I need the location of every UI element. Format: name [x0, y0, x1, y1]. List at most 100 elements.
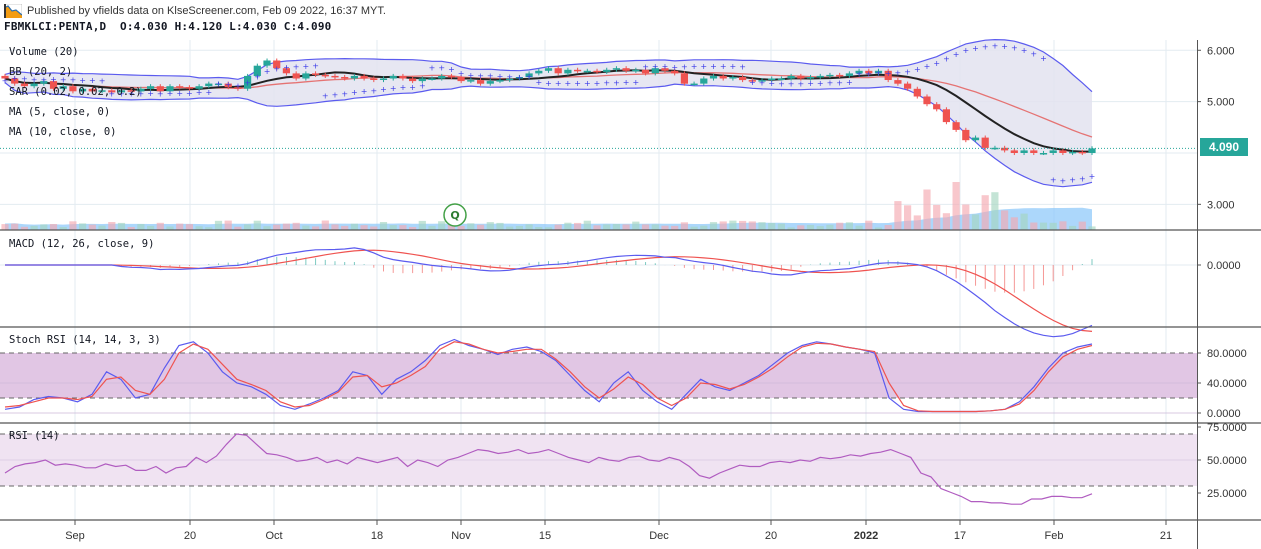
sar-dot: + [390, 84, 397, 93]
volume-bar [108, 222, 116, 230]
candle-body [156, 86, 164, 92]
sar-dot: + [603, 78, 610, 87]
ma5-line [4, 69, 1092, 153]
candle-body [865, 70, 873, 74]
volume-bar [1049, 222, 1057, 230]
chart-header: Published by vfields data on KlseScreene… [0, 0, 1261, 36]
volume-bar [176, 223, 184, 230]
candle-body [292, 73, 300, 79]
candle-body [506, 78, 514, 80]
candle-body [671, 70, 679, 74]
volume-bar [224, 220, 232, 230]
publisher-line: Published by vfields data on KlseScreene… [4, 3, 386, 19]
volume-bar [147, 225, 155, 230]
sar-dot: + [497, 72, 504, 81]
volume-bar [709, 222, 718, 230]
price-axis-label: 3.000 [1207, 199, 1235, 211]
sar-dot: + [167, 89, 174, 98]
candle-body [787, 75, 795, 79]
sar-dot: + [254, 73, 261, 82]
volume-bar [467, 223, 475, 230]
sar-dot: + [1069, 176, 1076, 185]
stochrsi-axis-label: 80.0000 [1207, 348, 1247, 360]
sar-dot: + [933, 59, 940, 68]
candle-body [147, 86, 155, 89]
sar-dot: + [565, 79, 572, 88]
volume-bar [826, 224, 834, 230]
volume-bar [952, 182, 960, 230]
volume-bar [884, 225, 892, 230]
candle-body [952, 122, 960, 130]
sar-dot: + [409, 83, 416, 92]
candle-body [690, 83, 698, 86]
sar-dot: + [904, 67, 911, 76]
sar-dot: + [642, 63, 649, 72]
sar-dot: + [21, 74, 28, 83]
candle-body [855, 70, 863, 74]
volume-bar [865, 220, 873, 230]
time-axis-label: 15 [539, 530, 551, 542]
volume-bar [360, 225, 368, 230]
volume-bar [312, 226, 320, 230]
sar-dot: + [50, 75, 57, 84]
sar-dot: + [807, 79, 814, 88]
candle-body [1039, 153, 1048, 155]
candle-body [544, 68, 553, 71]
volume-bar [622, 224, 630, 230]
sar-dot: + [739, 63, 746, 72]
volume-bar [719, 221, 727, 230]
sar-dot: + [273, 64, 280, 73]
sar-dot: + [438, 63, 445, 72]
volume-bar [1030, 222, 1038, 230]
candle-body [641, 69, 650, 74]
candle-body [1, 75, 9, 79]
candle-body [535, 70, 543, 74]
volume-bar [836, 222, 844, 230]
volume-bar [874, 227, 883, 230]
legend-sar: SAR (0.02, 0.02, 0.2) [9, 86, 142, 98]
legend-ma10: MA (10, close, 0) [9, 126, 117, 138]
candle-body [583, 70, 591, 73]
volume-bar [127, 227, 135, 230]
sar-dot: + [196, 88, 203, 97]
volume-bar [845, 222, 853, 230]
candle-body [350, 75, 358, 79]
sar-dot: + [856, 69, 863, 78]
volume-bar [632, 221, 640, 230]
volume-bar [30, 225, 38, 230]
candle-body [302, 73, 310, 79]
volume-bar [11, 223, 19, 230]
volume-bar [457, 225, 465, 230]
volume-ma-area [5, 207, 1092, 230]
candle-body [11, 78, 19, 84]
sar-dot: + [147, 89, 154, 98]
volume-bar [244, 224, 252, 230]
volume-bar [894, 201, 902, 230]
volume-bar [641, 224, 650, 230]
candle-body [709, 75, 718, 79]
sar-dot: + [264, 67, 271, 76]
volume-bar [428, 225, 436, 230]
candle-body [205, 83, 213, 87]
sar-dot: + [1011, 43, 1018, 52]
volume-bar [962, 204, 970, 230]
time-axis-label: 2022 [854, 530, 878, 542]
macd-axis-label: 0.0000 [1207, 260, 1241, 272]
sar-dot: + [720, 62, 727, 71]
sar-dot: + [914, 65, 921, 74]
volume-bar [1001, 210, 1009, 230]
candle-body [748, 80, 756, 82]
volume-bar [185, 224, 193, 230]
volume-bar [942, 213, 950, 230]
sar-dot: + [788, 79, 795, 88]
volume-bar [797, 225, 805, 230]
volume-bar [79, 223, 87, 230]
volume-bar [554, 224, 562, 230]
sar-dot: + [574, 79, 581, 88]
candle-body [176, 86, 184, 88]
sar-dot: + [895, 69, 902, 78]
sar-dot: + [875, 69, 882, 78]
candle-body [622, 68, 630, 71]
sar-dot: + [1079, 175, 1086, 184]
